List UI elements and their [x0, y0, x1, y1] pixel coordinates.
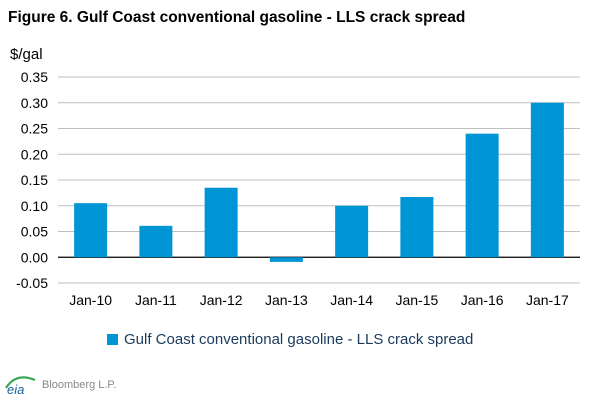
logo-text: eia — [7, 382, 24, 396]
x-tick-label: Jan-10 — [69, 292, 112, 308]
x-tick-label: Jan-17 — [526, 292, 569, 308]
bar-jan-15 — [400, 196, 434, 258]
x-tick-label: Jan-15 — [395, 292, 438, 308]
x-tick-label: Jan-16 — [461, 292, 504, 308]
y-tick-label: 0.10 — [21, 198, 48, 214]
source-text: Bloomberg L.P. — [42, 379, 117, 391]
bar-jan-12 — [204, 187, 238, 258]
bar-jan-13 — [269, 257, 303, 262]
y-tick-label: 0.15 — [21, 172, 48, 188]
x-tick-label: Jan-11 — [135, 292, 177, 308]
bar-jan-11 — [139, 225, 173, 258]
y-tick-label: 0.05 — [21, 224, 48, 240]
eia-logo-icon: eia — [5, 376, 36, 396]
y-tick-label: 0.20 — [21, 146, 48, 162]
legend-label: Gulf Coast conventional gasoline - LLS c… — [124, 331, 474, 348]
logo-arc — [5, 376, 36, 389]
x-tick-labels: Jan-10 Jan-11 Jan-12 Jan-13 Jan-14 Jan-15 Jan-… — [69, 292, 569, 308]
y-tick-label: -0.05 — [16, 275, 48, 291]
legend-swatch — [107, 334, 118, 345]
bar-jan-17 — [530, 102, 564, 258]
bar-jan-16 — [465, 133, 499, 258]
chart-title: Figure 6. Gulf Coast conventional gasoli… — [8, 9, 466, 26]
y-tick-label: 0.35 — [21, 69, 48, 85]
footer: eia Bloomberg L.P. — [4, 374, 116, 396]
y-tick-labels: -0.05 0.00 0.05 0.10 0.15 0.20 0.25 0.30 0.35 — [16, 69, 48, 291]
y-tick-label: 0.30 — [21, 95, 48, 111]
gridlines — [58, 76, 580, 284]
x-tick-label: Jan-14 — [330, 292, 373, 308]
x-tick-label: Jan-13 — [265, 292, 308, 308]
y-tick-label: 0.00 — [21, 249, 48, 265]
y-tick-label: 0.25 — [21, 121, 48, 137]
bar-jan-14 — [335, 205, 369, 258]
legend: Gulf Coast conventional gasoline - LLS c… — [107, 331, 473, 348]
x-tick-label: Jan-12 — [200, 292, 243, 308]
bar-jan-10 — [74, 203, 108, 258]
bars — [74, 102, 564, 262]
y-axis-unit-label: $/gal — [10, 46, 43, 63]
